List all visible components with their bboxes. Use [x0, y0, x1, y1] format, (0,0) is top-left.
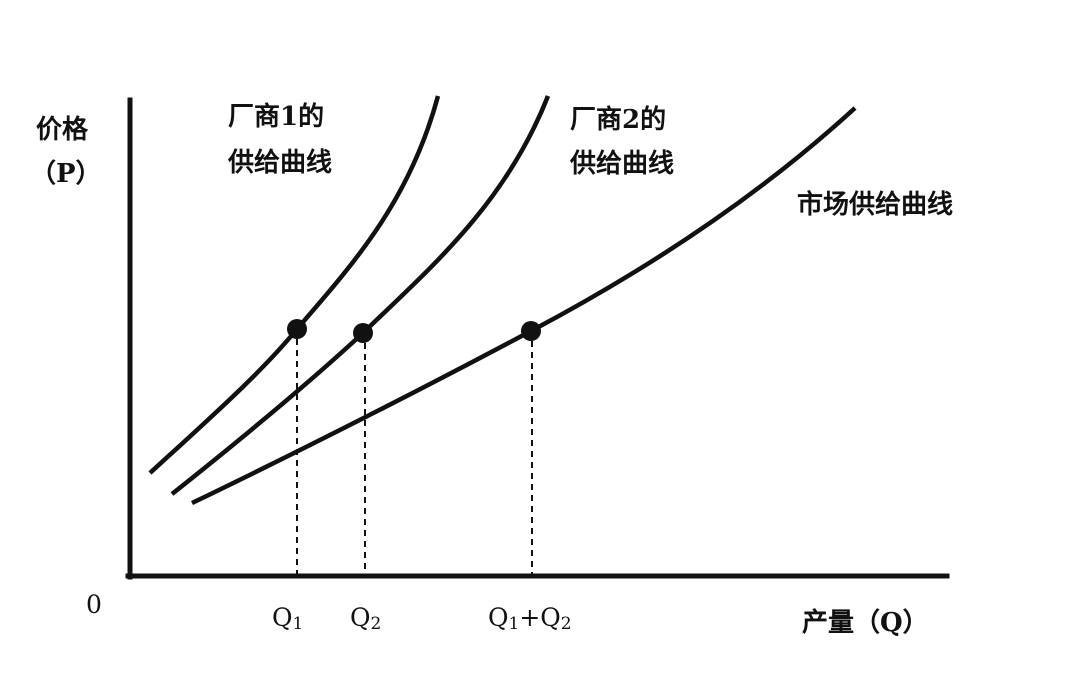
- firm1-point: [287, 319, 307, 339]
- firm1-curve-label-line2: 供给曲线: [227, 147, 332, 178]
- q1q2-tick-sub2: 2: [561, 614, 572, 634]
- q1-tick-main: Q: [272, 603, 293, 632]
- q2-tick-main: Q: [350, 603, 371, 632]
- firm2-curve-label-line2: 供给曲线: [569, 148, 674, 179]
- q1q2-tick-part1: Q: [488, 603, 509, 632]
- q1q2-tick-sub1: 1: [509, 614, 520, 634]
- q2-tick-sub: 2: [371, 614, 382, 634]
- market-curve-label: 市场供给曲线: [797, 189, 953, 220]
- firm1-curve-label-line1: 厂商1的: [228, 101, 324, 132]
- market-point: [521, 321, 541, 341]
- firm2-point: [353, 323, 373, 343]
- origin-label: 0: [86, 590, 102, 619]
- y-axis-label-line2: （P）: [30, 159, 102, 189]
- q1q2-tick-label: Q1+Q2: [488, 603, 572, 634]
- y-axis-label-line1: 价格: [36, 114, 89, 145]
- q1-tick-sub: 1: [293, 614, 304, 634]
- q1-tick-label: Q1: [272, 603, 303, 634]
- q2-tick-label: Q2: [350, 603, 381, 634]
- firm2-curve-label-line1: 厂商2的: [570, 104, 666, 135]
- x-axis-label: 产量（Q）: [802, 608, 929, 638]
- q1q2-tick-plus: +Q: [519, 603, 560, 632]
